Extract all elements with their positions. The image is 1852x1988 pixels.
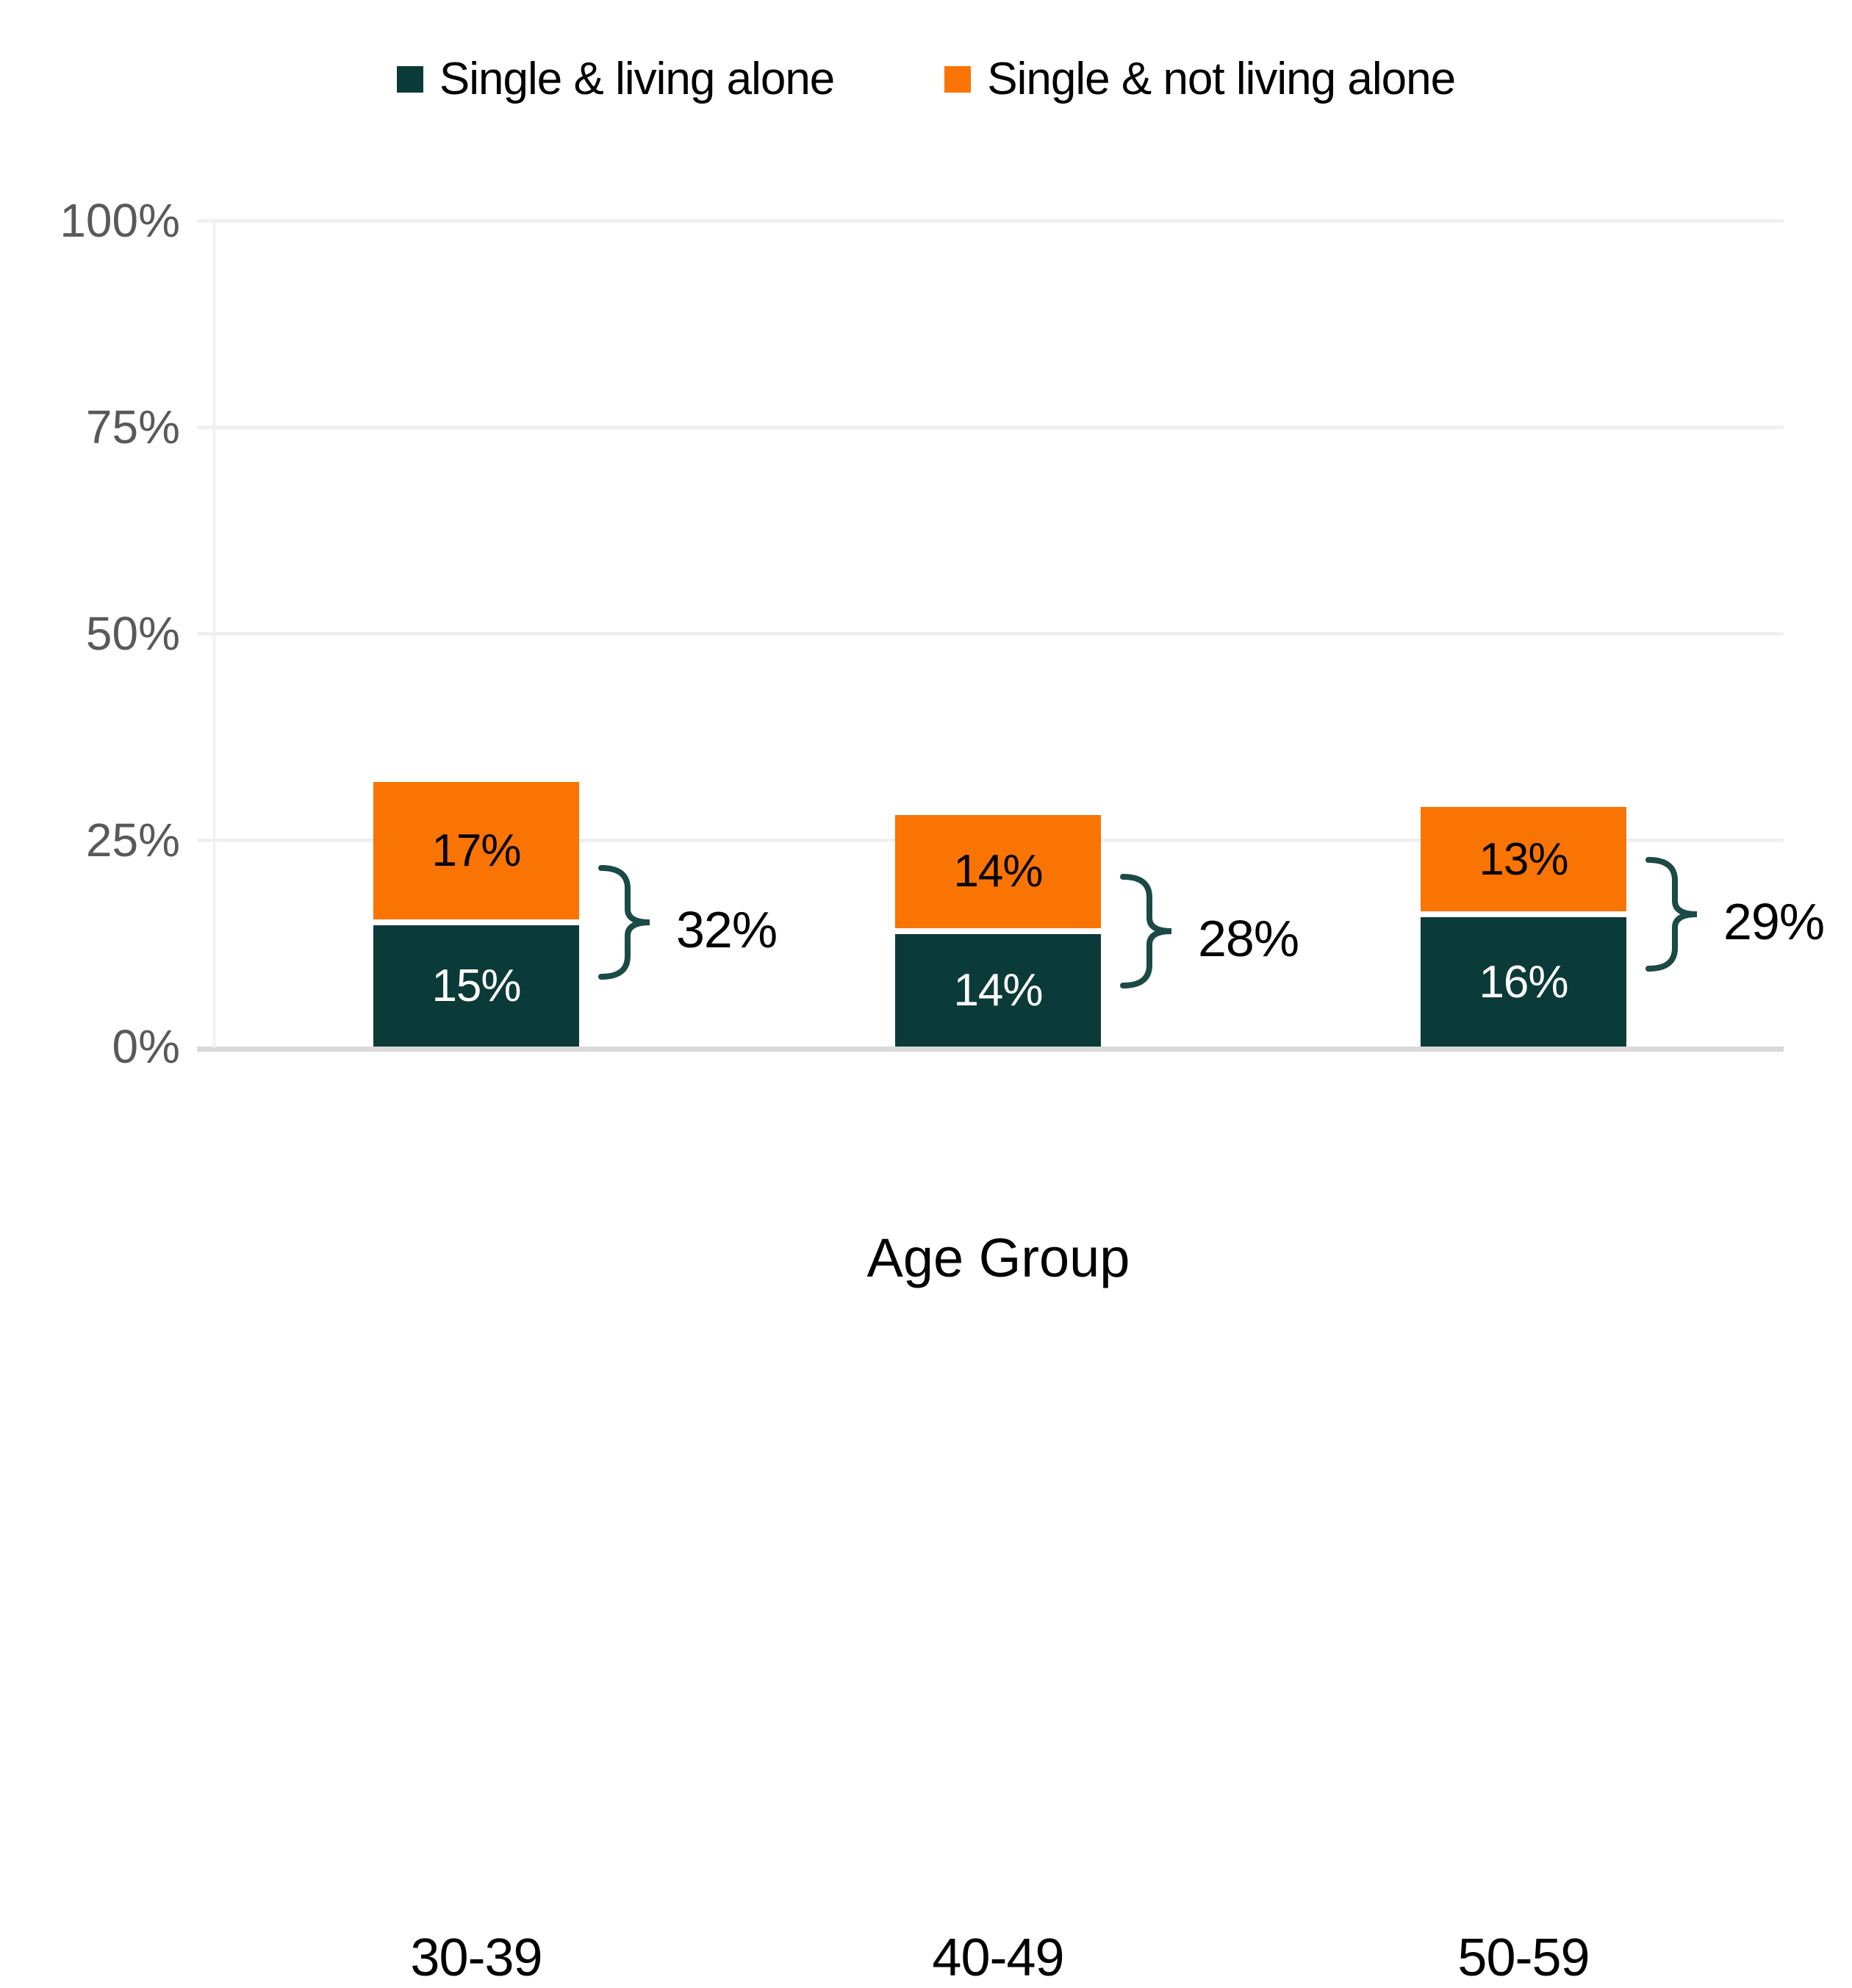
bar-segment-not-living-alone: 13% [1421, 807, 1626, 912]
total-value-label: 32% [676, 901, 778, 959]
x-tick-label: 40-49 [932, 1928, 1064, 1987]
y-axis-line [213, 220, 215, 1048]
legend-swatch-living-alone-icon [396, 65, 423, 93]
segment-value-label: 17% [431, 825, 521, 877]
bar-segment-living-alone: 15% [373, 925, 579, 1047]
total-value-label: 29% [1723, 893, 1825, 951]
legend-item-not-living-alone: Single & not living alone [944, 53, 1456, 105]
gridline-50 [197, 631, 1784, 636]
total-brace-icon [1645, 857, 1698, 972]
x-axis-title: Age Group [866, 1227, 1130, 1288]
bar-segment-not-living-alone: 17% [373, 782, 579, 920]
x-tick-label: 30-39 [410, 1928, 542, 1987]
segment-value-label: 16% [1479, 956, 1568, 1008]
x-tick-label: 50-59 [1457, 1928, 1590, 1987]
segment-value-label: 14% [953, 846, 1043, 897]
legend-swatch-not-living-alone-icon [944, 65, 972, 93]
segment-value-label: 13% [1479, 833, 1568, 885]
gridline-75 [197, 425, 1784, 429]
bar-segment-not-living-alone: 14% [895, 815, 1101, 928]
plot-area: 0% 25% 50% 75% 100% 17% 15% 32% 30-39 14… [60, 194, 1825, 1987]
y-tick-label-100: 100% [60, 194, 180, 247]
legend-item-living-alone: Single & living alone [396, 53, 835, 105]
y-tick-label-0: 0% [112, 1020, 181, 1073]
gridline-100 [197, 218, 1784, 223]
y-tick-label-75: 75% [85, 401, 180, 453]
segment-value-label: 15% [431, 961, 521, 1012]
y-tick-label-50: 50% [85, 607, 180, 660]
bar-segment-living-alone: 14% [895, 933, 1101, 1047]
legend: Single & living alone Single & not livin… [0, 53, 1852, 105]
total-value-label: 28% [1198, 909, 1299, 967]
total-brace-icon [598, 865, 650, 980]
stacked-bar-chart: Single & living alone Single & not livin… [0, 53, 1852, 1987]
legend-label-living-alone: Single & living alone [439, 54, 835, 104]
segment-value-label: 14% [953, 964, 1043, 1016]
x-axis-line [197, 1047, 1784, 1052]
total-brace-icon [1120, 873, 1172, 988]
legend-label-not-living-alone: Single & not living alone [987, 54, 1456, 104]
y-tick-label-25: 25% [85, 814, 180, 866]
bar-segment-living-alone: 16% [1421, 917, 1626, 1047]
